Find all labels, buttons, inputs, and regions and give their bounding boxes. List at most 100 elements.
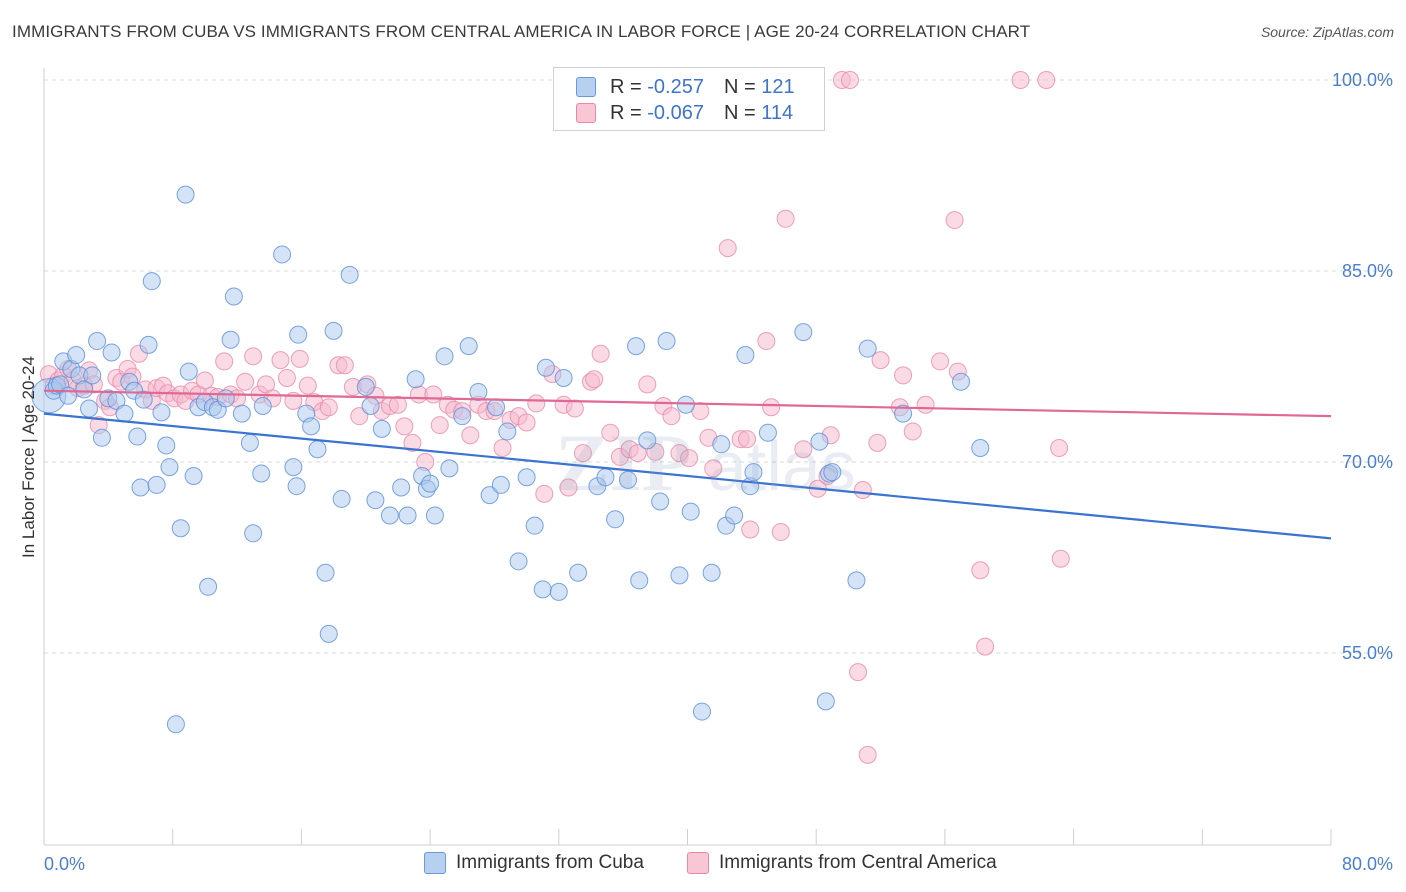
central-america-point: [931, 352, 950, 371]
cuba-point: [406, 370, 425, 389]
cuba-point: [131, 478, 150, 497]
cuba-point: [289, 325, 308, 344]
cuba-point: [134, 390, 153, 409]
cuba-point: [302, 417, 321, 436]
central-america-point: [424, 385, 443, 404]
cuba-point: [951, 372, 970, 391]
central-america-point: [573, 444, 592, 463]
cuba-point: [142, 272, 161, 291]
trend-lines: [43, 389, 1332, 540]
cuba-point: [221, 330, 240, 349]
central-america-point: [527, 394, 546, 413]
central-america-point: [741, 520, 760, 539]
cuba-point: [670, 566, 689, 585]
n-label: N =: [723, 75, 756, 98]
cuba-point: [712, 435, 731, 454]
central-america-point: [858, 745, 877, 764]
cuba-point: [453, 407, 472, 426]
central-america-point: [430, 416, 449, 435]
central-america-point: [601, 423, 620, 442]
data-points: [31, 71, 1070, 764]
cuba-point: [517, 468, 536, 487]
r-label: R =: [610, 101, 642, 124]
central-america-point: [244, 347, 263, 366]
cuba-point: [308, 440, 327, 459]
cuba-point: [380, 506, 399, 525]
central-america-point: [704, 459, 723, 478]
central-america-point: [794, 440, 813, 459]
cuba-point: [525, 516, 544, 535]
n-value: 121: [761, 75, 795, 98]
svg-text:ZIP: ZIP: [555, 417, 692, 508]
y-tick-label: 55.0%: [1342, 643, 1393, 663]
cuba-point: [244, 524, 263, 543]
cuba-point: [372, 419, 391, 438]
central-america-point: [335, 356, 354, 375]
central-america-point: [757, 332, 776, 351]
central-america-point: [1037, 71, 1056, 89]
cuba-point: [115, 404, 134, 423]
cuba-point: [536, 358, 555, 377]
cuba-point: [356, 377, 375, 396]
cuba-point: [224, 287, 243, 306]
cuba-point: [971, 438, 990, 457]
cuba-point: [606, 510, 625, 529]
central-america-point: [1011, 71, 1030, 89]
cuba-point: [469, 382, 488, 401]
central-america-point: [894, 366, 913, 385]
cuba-swatch: [576, 77, 596, 97]
central-america-point: [215, 352, 234, 371]
cuba-legend-swatch: [424, 852, 446, 874]
x-tick-label: 0.0%: [44, 854, 85, 874]
x-tick-label: 80.0%: [1342, 854, 1393, 874]
central-america-point: [628, 444, 647, 463]
cuba-point: [128, 427, 147, 446]
cuba-point: [366, 491, 385, 510]
cuba-point: [744, 463, 763, 482]
cuba-point: [794, 323, 813, 342]
central-america-point: [771, 523, 790, 542]
cuba-point: [638, 431, 657, 450]
gridlines: [44, 79, 1394, 654]
source-label: Source: ZipAtlas.com: [1260, 24, 1394, 40]
central-america-point: [762, 398, 781, 417]
cuba-point: [83, 366, 102, 385]
cuba-point: [147, 475, 166, 494]
cuba-point: [816, 692, 835, 711]
cuba-point: [651, 492, 670, 511]
cuba-point: [480, 486, 499, 505]
cuba-point: [392, 478, 411, 497]
cuba-point: [80, 399, 99, 418]
central-america-point: [776, 209, 795, 228]
cuba-point: [252, 464, 271, 483]
cuba-point: [459, 337, 478, 356]
cuba-point: [725, 506, 744, 525]
cuba-point: [253, 396, 272, 415]
cuba-point: [139, 335, 158, 354]
central-america-point: [945, 211, 964, 230]
cuba-point: [316, 563, 335, 582]
central-america-legend-label: Immigrants from Central America: [719, 852, 997, 873]
cuba-point: [425, 506, 444, 525]
y-tick-label: 100.0%: [1332, 70, 1393, 90]
svg-text:atlas: atlas: [708, 427, 856, 505]
cuba-point: [676, 395, 695, 414]
axis-ticks: 100.0% 85.0% 70.0% 55.0% 0.0% 80.0%: [44, 70, 1393, 874]
central-america-point: [868, 433, 887, 452]
cuba-point: [487, 398, 506, 417]
central-america-point: [535, 484, 554, 503]
central-america-point: [916, 395, 935, 414]
central-america-point: [517, 413, 536, 432]
cuba-point: [554, 368, 573, 387]
cuba-point: [894, 404, 913, 423]
central-america-point: [662, 407, 681, 426]
n-value: 114: [761, 101, 794, 124]
y-tick-label: 85.0%: [1342, 261, 1393, 281]
cuba-legend-label: Immigrants from Cuba: [456, 852, 644, 873]
central-america-point: [591, 344, 610, 363]
cuba-point: [509, 552, 528, 571]
cuba-point: [533, 580, 552, 599]
cuba-point: [692, 702, 711, 721]
n-label: N =: [723, 101, 756, 124]
cuba-point: [67, 346, 86, 365]
